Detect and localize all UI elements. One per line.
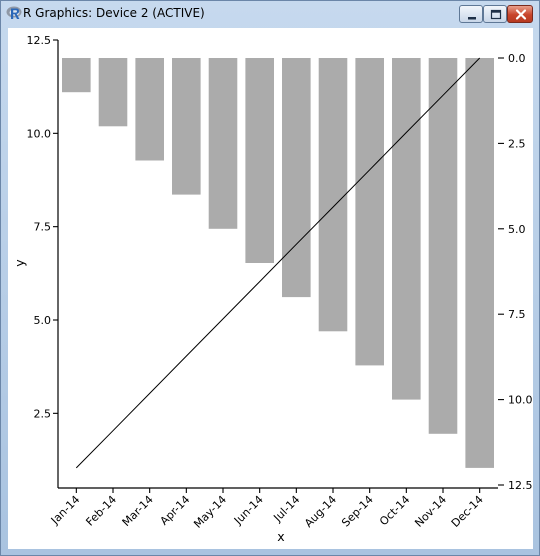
window-title: R Graphics: Device 2 (ACTIVE) <box>23 6 205 20</box>
x-tick-label: Jun-14 <box>231 493 266 528</box>
maximize-icon <box>490 9 502 20</box>
y-axis-label: y <box>12 259 27 267</box>
bar <box>172 58 201 195</box>
y-axis-right: 0.0 2.5 5.0 7.5 10.0 12.5 <box>498 52 533 492</box>
line-series <box>75 57 481 469</box>
y-right-tick-label: 10.0 <box>508 394 533 407</box>
y-right-tick-label: 7.5 <box>508 308 526 321</box>
x-tick-label: Oct-14 <box>377 493 412 528</box>
y-right-tick-label: 0.0 <box>508 52 526 65</box>
x-tick-label: Mar-14 <box>120 493 156 529</box>
x-tick-label: Jan-14 <box>48 493 83 528</box>
bar <box>465 58 494 468</box>
bar <box>98 58 128 127</box>
y-left-tick-label: 5.0 <box>34 314 52 327</box>
combo-chart: 2.5 5.0 7.5 10.0 12.5 0.0 2.5 5.0 7.5 10.0 12.5 J… <box>12 34 533 544</box>
y-left-tick-label: 2.5 <box>34 407 52 420</box>
x-axis-label: x <box>277 529 284 544</box>
x-tick-label: Dec-14 <box>449 493 486 530</box>
y-right-tick-label: 5.0 <box>508 223 526 236</box>
y-left-tick-label: 10.0 <box>27 127 52 140</box>
plot-canvas: 2.5 5.0 7.5 10.0 12.5 0.0 2.5 5.0 7.5 10.0 12.5 J… <box>8 28 533 549</box>
y-right-tick-label: 2.5 <box>508 137 526 150</box>
bar <box>135 58 164 161</box>
minimize-button[interactable] <box>459 5 483 23</box>
maximize-button[interactable] <box>483 5 507 23</box>
close-button[interactable] <box>507 5 533 23</box>
minimize-icon <box>468 17 476 20</box>
bar-series <box>62 58 494 468</box>
x-tick-label: Feb-14 <box>83 493 119 529</box>
bar <box>245 58 274 263</box>
y-left-tick-label: 12.5 <box>27 34 52 47</box>
bar <box>392 58 421 400</box>
y-right-tick-label: 12.5 <box>508 479 533 492</box>
bar <box>355 58 384 366</box>
r-logo-icon <box>6 5 22 21</box>
bar <box>208 58 238 229</box>
title-bar[interactable]: R Graphics: Device 2 (ACTIVE) <box>1 1 539 27</box>
x-tick-label: Aug-14 <box>302 493 339 530</box>
x-tick-label: Sep-14 <box>339 493 376 530</box>
bar <box>428 58 458 434</box>
x-tick-label: Nov-14 <box>412 493 449 530</box>
y-axis-left: 2.5 5.0 7.5 10.0 12.5 <box>27 34 59 488</box>
close-icon <box>515 9 527 20</box>
y-left-tick-label: 7.5 <box>34 221 52 234</box>
series-line <box>75 57 481 469</box>
bar <box>318 58 348 332</box>
x-tick-label: May-14 <box>191 493 229 531</box>
x-tick-label: Apr-14 <box>158 493 193 528</box>
x-tick-label: Jul-14 <box>270 493 302 525</box>
bar <box>282 58 311 298</box>
bar <box>62 58 91 93</box>
